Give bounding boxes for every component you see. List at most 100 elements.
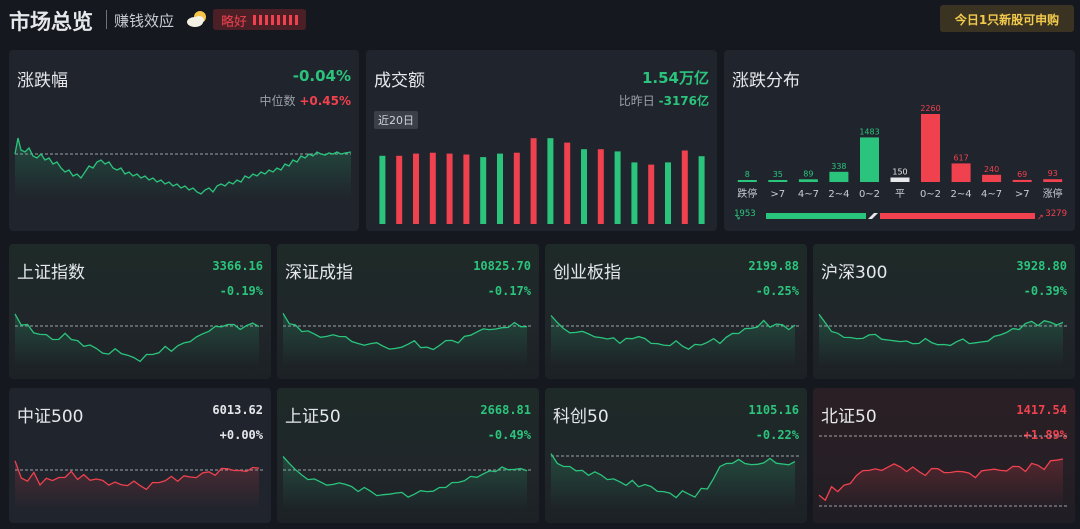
volume-bar <box>597 149 604 224</box>
index-value: 1417.54 <box>1016 403 1067 417</box>
index-line-chart <box>550 315 799 366</box>
index-name: 上证指数 <box>17 263 85 283</box>
median-row: 中位数 +0.45% <box>259 92 351 109</box>
distribution-value-label: 1483 <box>859 127 879 136</box>
index-card[interactable]: 北证50 1417.54 +1.89% <box>813 388 1075 523</box>
distribution-bar <box>1012 179 1032 182</box>
index-change: -0.17% <box>487 284 531 298</box>
change-panel-value: -0.04% <box>292 67 351 85</box>
sun-cloud-icon <box>185 9 209 29</box>
volume-bar <box>497 153 503 224</box>
index-line-chart <box>282 312 531 366</box>
distribution-value-label: 150 <box>892 168 907 177</box>
volume-bar <box>463 154 470 224</box>
index-name: 北证50 <box>821 407 877 427</box>
index-change: -0.39% <box>1023 284 1067 298</box>
index-area <box>551 315 795 366</box>
sentiment-badge-label: 略好 <box>221 15 248 30</box>
distribution-category-label: 跌停 <box>737 187 757 200</box>
index-card[interactable]: 中证500 6013.62 +0.00% <box>9 388 271 523</box>
index-change: -0.25% <box>755 284 799 298</box>
volume-bar <box>614 151 621 224</box>
volume-panel-title: 成交额 <box>374 71 425 91</box>
volume-bar <box>446 153 453 224</box>
up-total-label: 3279 <box>1045 209 1067 219</box>
distribution-bar <box>921 114 940 182</box>
index-area <box>819 314 1063 366</box>
volume-compare-value: -3176亿 <box>658 94 709 108</box>
volume-bar <box>413 153 419 224</box>
index-line <box>282 312 528 351</box>
distribution-bar <box>860 137 879 182</box>
index-line-chart <box>818 313 1067 366</box>
index-value: 3928.80 <box>1016 259 1067 273</box>
index-area <box>15 314 259 366</box>
index-card[interactable]: 上证50 2668.81 -0.49% <box>277 388 539 523</box>
index-area <box>15 460 259 510</box>
index-line <box>550 315 796 350</box>
index-line-chart <box>818 435 1067 510</box>
index-change: -0.19% <box>219 284 263 298</box>
distribution-category-label: 4~7 <box>798 189 819 200</box>
index-value: 2199.88 <box>748 259 799 273</box>
distribution-bar <box>1043 179 1063 182</box>
volume-bar <box>480 157 487 224</box>
index-card[interactable]: 创业板指 2199.88 -0.25% <box>545 244 807 379</box>
distribution-category-label: 0~2 <box>859 189 880 200</box>
sentiment-label: 赚钱效应 <box>114 12 175 30</box>
volume-panel[interactable]: 成交额 1.54万亿 比昨日 -3176亿 近20日 <box>366 50 717 231</box>
distribution-value-label: 240 <box>984 165 999 174</box>
distribution-category-label: 平 <box>895 189 905 200</box>
index-area <box>283 456 527 510</box>
index-line-chart <box>14 460 263 510</box>
period-tag[interactable]: 近20日 <box>374 111 418 129</box>
index-line-chart <box>550 453 799 510</box>
volume-compare-label: 比昨日 <box>618 94 655 108</box>
distribution-value-label: 35 <box>773 170 783 179</box>
volume-bar <box>396 155 403 224</box>
index-line <box>550 453 796 499</box>
distribution-bar <box>768 180 788 182</box>
index-name: 中证500 <box>17 407 84 427</box>
volume-compare-row: 比昨日 -3176亿 <box>619 92 709 109</box>
index-name: 创业板指 <box>553 263 621 283</box>
index-change: -0.49% <box>487 428 531 442</box>
distribution-value-label: 617 <box>953 153 968 162</box>
distribution-panel[interactable]: 涨跌分布 8 跌停 35 >7 89 4~7 338 2~4 1483 0~2 150 平 2260 0~… <box>724 50 1075 231</box>
volume-bar <box>429 152 436 224</box>
distribution-category-label: 2~4 <box>828 189 849 200</box>
volume-bar <box>564 142 571 224</box>
change-panel[interactable]: 涨跌幅 -0.04% 中位数 +0.45% <box>9 50 359 231</box>
index-line <box>14 313 260 363</box>
distribution-value-label: 89 <box>803 169 813 178</box>
sentiment-badge: 略好 <box>213 9 306 30</box>
title-divider <box>106 10 107 29</box>
index-card[interactable]: 沪深300 3928.80 -0.39% <box>813 244 1075 379</box>
change-panel-title: 涨跌幅 <box>17 71 68 91</box>
index-value: 6013.62 <box>212 403 263 417</box>
index-name: 深证成指 <box>285 263 353 283</box>
down-arrow-icon: ↘ <box>734 213 741 222</box>
index-name: 科创50 <box>553 407 609 427</box>
distribution-bar-chart: 8 跌停 35 >7 89 4~7 338 2~4 1483 0~2 150 平 2260 0~2 617 2… <box>737 104 1063 200</box>
distribution-bar <box>890 177 910 182</box>
index-line <box>14 460 260 491</box>
index-card[interactable]: 上证指数 3366.16 -0.19% <box>9 244 271 379</box>
volume-bar-chart <box>379 138 705 224</box>
index-area <box>819 459 1063 510</box>
volume-bar <box>581 149 587 224</box>
index-value: 3366.16 <box>212 259 263 273</box>
index-line <box>818 458 1064 502</box>
volume-bar <box>513 152 520 224</box>
index-name: 沪深300 <box>821 263 888 283</box>
volume-bar <box>631 162 638 224</box>
distribution-bar <box>951 163 971 182</box>
index-line <box>282 456 528 498</box>
index-card[interactable]: 科创50 1105.16 -0.22% <box>545 388 807 523</box>
index-value: 2668.81 <box>480 403 531 417</box>
index-card[interactable]: 深证成指 10825.70 -0.17% <box>277 244 539 379</box>
down-total-label: 1953 <box>734 209 756 219</box>
distribution-category-label: 0~2 <box>920 189 941 200</box>
index-change: +0.00% <box>219 428 263 442</box>
ipo-button[interactable]: 今日1只新股可申购 <box>940 5 1074 32</box>
